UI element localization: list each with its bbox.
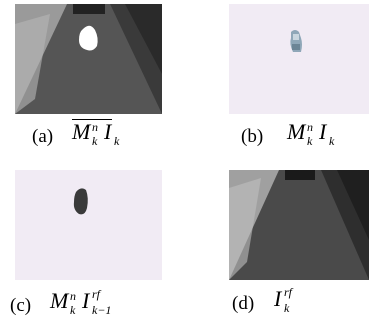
caption-a-main2: I xyxy=(104,119,112,144)
caption-b: (b) M n k I k xyxy=(241,121,371,151)
caption-d-main2: I xyxy=(274,286,282,311)
caption-a-sup: n xyxy=(92,120,98,134)
caption-d-sub2: k xyxy=(284,301,290,315)
caption-b-sub2: k xyxy=(329,134,335,148)
panel-a-image xyxy=(15,4,162,114)
caption-b-sup: n xyxy=(307,120,313,134)
caption-b-main: M xyxy=(287,119,306,144)
caption-c-sup2: rf xyxy=(92,287,101,301)
caption-a: (a) M n k I k xyxy=(32,119,172,151)
caption-a-sub2: k xyxy=(114,134,120,148)
caption-c-sub2: k−1 xyxy=(92,303,112,317)
caption-c-sup: n xyxy=(70,289,76,303)
caption-c-label: (c) xyxy=(10,295,32,316)
caption-d-label: (d) xyxy=(232,293,255,314)
caption-a-sub: k xyxy=(92,134,98,148)
caption-a-main: M xyxy=(72,119,91,144)
caption-a-overline xyxy=(72,119,112,120)
caption-c-sub: k xyxy=(70,303,76,317)
caption-b-main2: I xyxy=(319,119,327,144)
panel-b-image xyxy=(229,4,369,114)
caption-c-main2: I xyxy=(82,288,90,313)
caption-a-label: (a) xyxy=(32,126,54,147)
panel-c-image xyxy=(15,170,162,280)
caption-d-sup2: rf xyxy=(284,285,293,299)
caption-b-sub: k xyxy=(307,134,313,148)
caption-c-main: M xyxy=(50,288,69,313)
caption-c: (c) M n k I rf k−1 xyxy=(10,287,185,326)
caption-b-label: (b) xyxy=(241,126,264,147)
caption-d: (d) I rf k xyxy=(232,285,362,324)
panel-d-image xyxy=(229,170,369,280)
